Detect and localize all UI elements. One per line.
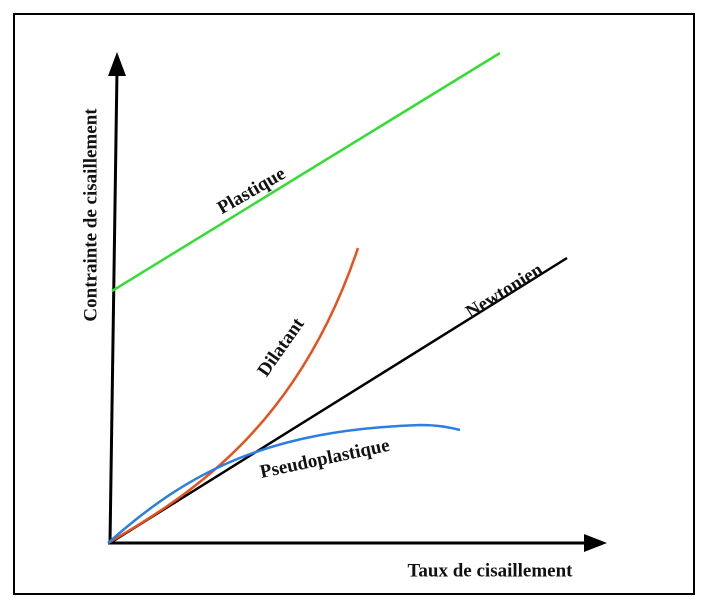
plastic-line — [111, 51, 501, 293]
newtonian-line — [109, 256, 568, 545]
x-arrow — [584, 534, 607, 552]
y-axis — [108, 69, 119, 544]
x-label: Taux de cisaillement — [407, 560, 573, 581]
frame — [13, 13, 695, 595]
y-label: Contrainte de cisaillement — [80, 108, 101, 322]
y-arrow — [108, 52, 126, 76]
pseudoplastic-curve — [107, 423, 461, 544]
dilatant-curve — [107, 247, 360, 545]
